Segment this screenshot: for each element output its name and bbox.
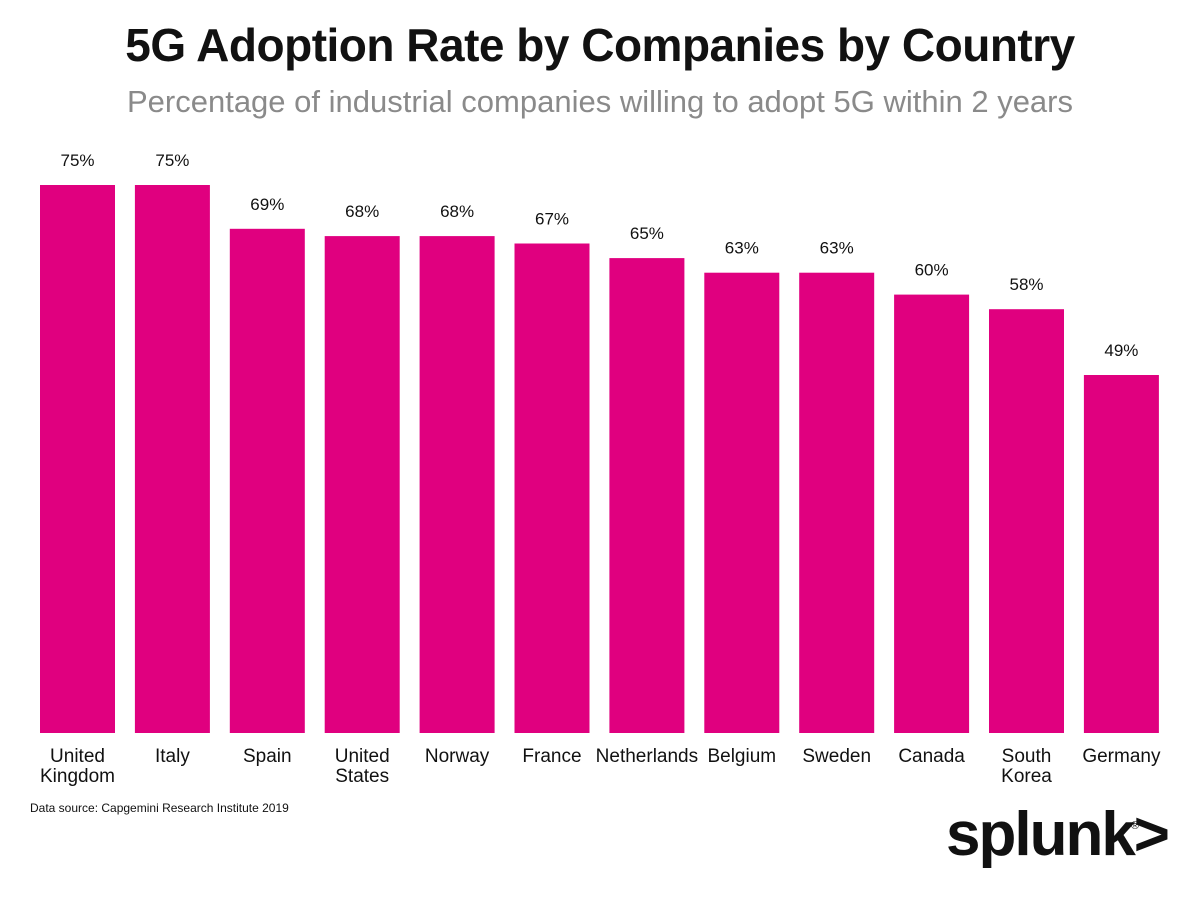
category-label-line: Sweden — [802, 746, 871, 767]
value-label-4: 68% — [440, 202, 474, 221]
category-label-line: Korea — [1001, 766, 1052, 787]
category-label-7: Belgium — [707, 746, 776, 767]
bar-11 — [1083, 375, 1159, 733]
bar-10 — [989, 309, 1064, 733]
value-labels-group: 75% 75% 69% 68% 68% 67% 65% 63% 63% 60% 58% 49% — [60, 151, 1138, 360]
category-label-line: States — [335, 766, 389, 787]
category-label-8: Sweden — [802, 746, 871, 767]
value-label-6: 65% — [630, 224, 664, 243]
category-label-2: Spain — [243, 746, 292, 767]
value-label-9: 60% — [915, 261, 949, 280]
bar-2 — [229, 228, 305, 734]
bar-0 — [40, 185, 115, 733]
bar-7 — [704, 272, 780, 733]
category-label-line: Kingdom — [40, 766, 115, 787]
category-label-line: Belgium — [707, 746, 776, 767]
category-label-1: Italy — [155, 746, 190, 767]
category-label-11: Germany — [1082, 746, 1161, 767]
splunk-logo: splunk> — [946, 800, 1170, 869]
category-label-line: Spain — [243, 746, 292, 767]
bar-6 — [609, 258, 685, 733]
bar-1 — [134, 185, 210, 733]
value-label-7: 63% — [725, 239, 759, 258]
category-label-9: Canada — [898, 746, 965, 767]
category-label-6: Netherlands — [596, 746, 698, 767]
category-label-line: South — [1002, 746, 1052, 767]
category-label-line: Canada — [898, 746, 965, 767]
value-label-1: 75% — [155, 151, 189, 170]
category-label-line: France — [522, 746, 581, 767]
bars-group — [40, 185, 1159, 734]
bar-3 — [324, 236, 400, 733]
category-label-line: United — [50, 746, 105, 767]
chart-title: 5G Adoption Rate by Companies by Country — [125, 19, 1075, 71]
bar-4 — [419, 236, 495, 733]
category-label-line: Norway — [425, 746, 490, 767]
bar-8 — [799, 272, 875, 733]
category-label-3: United States — [335, 746, 390, 787]
category-label-line: Italy — [155, 746, 190, 767]
value-label-11: 49% — [1104, 341, 1138, 360]
chart-subtitle: Percentage of industrial companies willi… — [126, 84, 1073, 119]
category-label-10: South Korea — [1001, 746, 1052, 787]
category-label-line: Germany — [1082, 746, 1161, 767]
category-label-5: France — [522, 746, 581, 767]
bar-5 — [514, 243, 590, 733]
bar-9 — [894, 294, 970, 733]
value-label-8: 63% — [820, 239, 854, 258]
data-source-note: Data source: Capgemini Research Institut… — [30, 801, 289, 815]
value-label-5: 67% — [535, 210, 569, 229]
category-label-4: Norway — [425, 746, 490, 767]
category-label-line: Netherlands — [596, 746, 698, 767]
value-label-0: 75% — [60, 151, 94, 170]
category-label-line: United — [335, 746, 390, 767]
value-label-3: 68% — [345, 202, 379, 221]
registered-mark: ® — [1131, 820, 1140, 832]
value-label-10: 58% — [1009, 275, 1043, 294]
category-label-0: United Kingdom — [40, 746, 115, 787]
value-label-2: 69% — [250, 195, 284, 214]
